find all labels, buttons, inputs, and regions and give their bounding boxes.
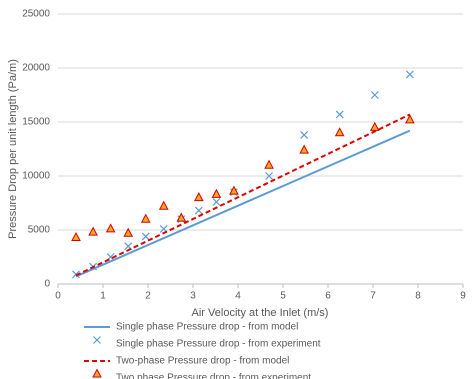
legend-label: Single phase Pressure drop - from experi… — [116, 339, 321, 350]
data-point — [229, 185, 239, 195]
series-line — [75, 129, 411, 278]
data-point — [88, 226, 98, 236]
data-point — [405, 114, 415, 124]
x-tick-label: 5 — [280, 291, 286, 302]
x-tick-label: 0 — [55, 291, 61, 302]
x-tick-label: 4 — [235, 291, 241, 302]
x-tick-label: 7 — [370, 291, 376, 302]
data-point — [370, 91, 379, 99]
data-point — [194, 192, 204, 202]
legend-label: Two-phase Pressure drop - from model — [116, 356, 289, 367]
data-point — [264, 159, 274, 169]
data-point — [212, 197, 221, 206]
data-point — [158, 200, 169, 210]
legend-label: Two phase Pressure drop - from experimen… — [116, 373, 311, 379]
data-point — [299, 144, 309, 154]
y-tick-label: 0 — [44, 279, 50, 290]
data-point — [211, 188, 222, 198]
x-tick-label: 6 — [325, 291, 331, 302]
x-tick-label: 8 — [415, 291, 421, 302]
x-tick-label: 9 — [460, 291, 466, 302]
data-point — [140, 213, 151, 223]
x-tick-label: 1 — [100, 291, 106, 302]
y-tick-label: 20000 — [22, 63, 50, 74]
legend-swatch — [92, 368, 102, 378]
x-tick-label: 2 — [145, 291, 151, 302]
data-point — [176, 212, 187, 222]
data-point — [300, 131, 309, 139]
y-tick-label: 10000 — [22, 171, 50, 182]
legend-swatch — [93, 336, 101, 344]
data-point — [334, 127, 345, 137]
legend-label: Single phase Pressure drop - from model — [116, 322, 298, 333]
y-tick-label: 5000 — [28, 225, 51, 236]
data-point — [265, 172, 273, 180]
x-axis-title: Air Velocity at the Inlet (m/s) — [192, 307, 329, 319]
data-point — [71, 231, 81, 242]
y-tick-label: 25000 — [22, 9, 50, 20]
x-tick-label: 3 — [190, 291, 196, 302]
data-point — [369, 121, 380, 131]
data-point — [335, 110, 344, 119]
data-point — [105, 223, 116, 233]
data-point — [141, 232, 150, 241]
y-axis-title: Pressure Drop per unit length (Pa/m) — [7, 59, 19, 239]
series-line — [75, 113, 411, 277]
data-point — [123, 227, 134, 237]
data-point — [405, 70, 414, 79]
data-point — [194, 206, 203, 215]
y-tick-label: 15000 — [22, 117, 50, 128]
